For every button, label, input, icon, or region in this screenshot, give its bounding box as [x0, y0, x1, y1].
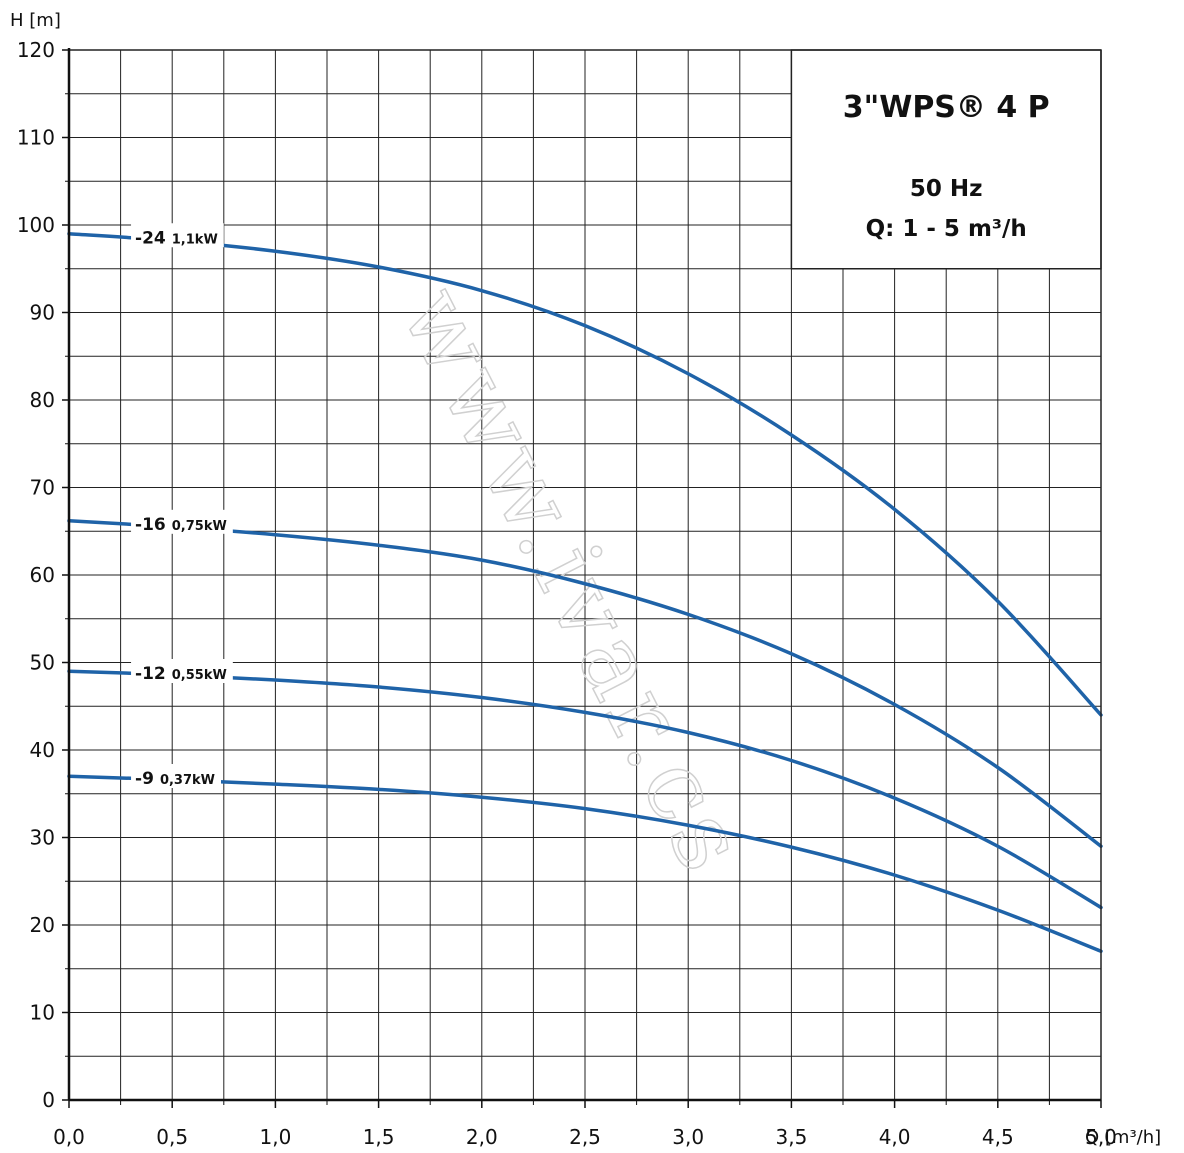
series-label: -12 0,55kW	[135, 664, 227, 684]
x-tick-label: 3,0	[672, 1125, 704, 1149]
y-axis-label: H [m]	[10, 10, 61, 31]
axis-ticks: 0 10 20 30 40 50 60 70 80 90 100 110 120 0,0 0,5 1,0 1,5…	[17, 38, 1117, 1149]
series-line-model-12	[67, 669, 1103, 910]
x-tick-label: 2,5	[569, 1125, 601, 1149]
y-tick-label: 0	[42, 1088, 55, 1112]
x-tick-label: 4,0	[879, 1125, 911, 1149]
series-model-label: -12	[135, 664, 166, 684]
y-tick-label: 90	[30, 301, 55, 325]
series-power-label: 1,1kW	[172, 232, 218, 247]
title-box-frame	[790, 49, 1102, 270]
chart-subtitle: Q: 1 - 5 m³/h	[866, 216, 1027, 242]
y-tick-label: 30	[30, 826, 55, 850]
x-tick-label: 2,0	[466, 1125, 498, 1149]
x-tick-label: 1,0	[259, 1125, 291, 1149]
series-power-label: 0,75kW	[172, 519, 227, 534]
series-label-background	[131, 659, 233, 683]
x-tick-label: 5,0	[1085, 1125, 1117, 1149]
x-tick-label: 4,5	[982, 1125, 1014, 1149]
y-tick-label: 50	[30, 651, 55, 675]
y-tick-label: 100	[17, 213, 55, 237]
x-tick-label: 0,5	[156, 1125, 188, 1149]
x-tick-label: 0,0	[53, 1125, 85, 1149]
y-tick-label: 110	[17, 126, 55, 150]
y-tick-label: 70	[30, 476, 55, 500]
series-model-label: -24	[135, 228, 166, 248]
title-box: 3"WPS® 4 P 50 Hz Q: 1 - 5 m³/h	[790, 49, 1102, 270]
x-tick-label: 1,5	[363, 1125, 395, 1149]
series-line-model-9	[67, 774, 1103, 953]
y-tick-label: 120	[17, 38, 55, 62]
series-label-background	[131, 223, 224, 248]
series-line-model-24	[67, 232, 1103, 717]
series-label: -9 0,37kW	[135, 769, 215, 789]
series-labels: -24 1,1kW -16 0,75kW -12 0,55kW -9 0,37kW	[131, 223, 233, 789]
y-tick-label: 20	[30, 913, 55, 937]
series-label: -24 1,1kW	[135, 228, 218, 248]
x-axis-label: Q [m³/h]	[1085, 1127, 1161, 1148]
series-lines	[67, 232, 1103, 953]
series-model-label: -16	[135, 515, 166, 535]
series-power-label: 0,37kW	[160, 773, 215, 788]
series-label-background	[131, 764, 222, 788]
series-label-background	[131, 509, 233, 534]
grid	[68, 49, 1102, 1101]
y-tick-label: 40	[30, 738, 55, 762]
y-tick-label: 10	[30, 1001, 55, 1025]
series-model-label: -9	[135, 769, 154, 789]
series-power-label: 0,55kW	[172, 668, 227, 683]
chart-subtitle: 50 Hz	[910, 176, 983, 202]
x-tick-label: 3,5	[775, 1125, 807, 1149]
series-line-model-16	[67, 519, 1103, 848]
y-tick-label: 80	[30, 388, 55, 412]
series-label: -16 0,75kW	[135, 515, 227, 535]
y-tick-label: 60	[30, 563, 55, 587]
chart-title: 3"WPS® 4 P	[843, 90, 1050, 125]
